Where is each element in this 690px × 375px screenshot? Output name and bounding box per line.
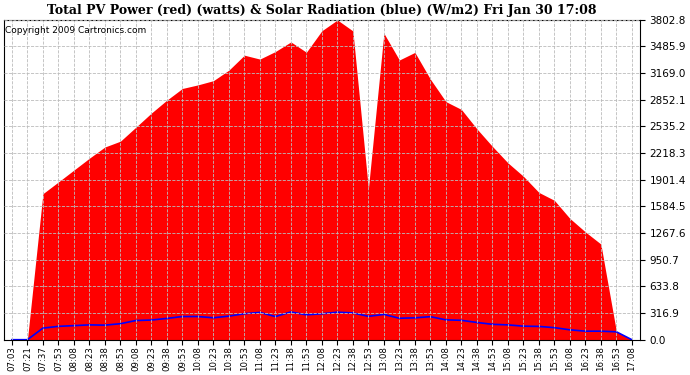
Text: Copyright 2009 Cartronics.com: Copyright 2009 Cartronics.com (6, 26, 147, 35)
Title: Total PV Power (red) (watts) & Solar Radiation (blue) (W/m2) Fri Jan 30 17:08: Total PV Power (red) (watts) & Solar Rad… (47, 4, 597, 17)
